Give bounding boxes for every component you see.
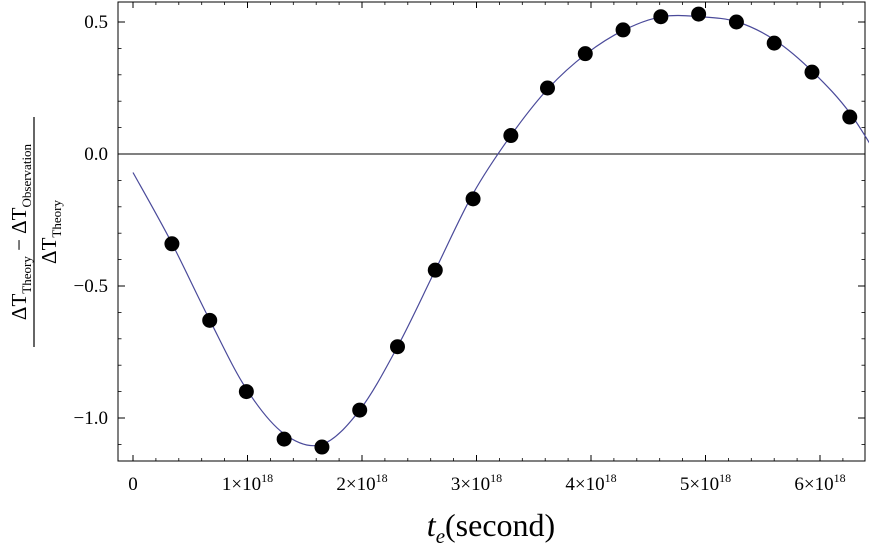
data-point: [653, 9, 669, 25]
x-tick-label: 5×1018: [680, 471, 731, 495]
data-point: [427, 262, 443, 278]
data-point: [352, 402, 368, 418]
x-tick-label: 0: [128, 474, 138, 495]
y-tick-label: −0.5: [74, 276, 108, 297]
data-point: [314, 439, 330, 455]
data-point: [202, 312, 218, 328]
data-point: [164, 236, 180, 252]
y-axis-label: ΔTTheory − ΔTObservation ΔTTheory: [7, 117, 64, 347]
y-ticks-layer: 0.5 0.0 −0.5 −1.0: [74, 12, 865, 445]
data-point: [615, 22, 631, 38]
y-axis-label-numerator: ΔTTheory − ΔTObservation: [7, 143, 34, 320]
data-points-layer: [164, 6, 858, 455]
fit-curve: [132, 14, 869, 447]
x-tick-label: 3×1018: [451, 471, 502, 495]
fit-curve-layer: [132, 14, 869, 447]
data-point: [691, 6, 707, 22]
x-tick-label: 2×1018: [336, 471, 387, 495]
x-axis-label: te(second): [427, 507, 555, 548]
data-point: [539, 80, 555, 96]
y-tick-label: 0.5: [84, 12, 108, 33]
data-point: [577, 46, 593, 62]
y-tick-label: −1.0: [74, 408, 108, 429]
data-point: [804, 64, 820, 80]
data-point: [728, 14, 744, 30]
data-point: [465, 191, 481, 207]
data-point: [842, 109, 858, 125]
x-tick-label: 1×1018: [222, 471, 273, 495]
data-point: [766, 35, 782, 51]
y-axis-label-denominator: ΔTTheory: [37, 200, 64, 264]
data-point: [238, 384, 254, 400]
data-point: [276, 431, 292, 447]
data-point: [503, 128, 519, 144]
x-tick-label: 6×1018: [794, 471, 845, 495]
x-tick-label: 4×1018: [565, 471, 616, 495]
data-point: [390, 339, 405, 355]
y-tick-label: 0.0: [84, 144, 108, 165]
x-axis-label-main: t: [427, 507, 437, 543]
x-axis-label-subscript: e: [436, 524, 445, 548]
x-ticks-layer: 0 1×1018 2×1018 3×1018 4×1018 5×1018 6×1018: [128, 2, 846, 495]
plot-frame: [117, 1, 866, 462]
x-axis-label-unit: (second): [445, 507, 555, 543]
